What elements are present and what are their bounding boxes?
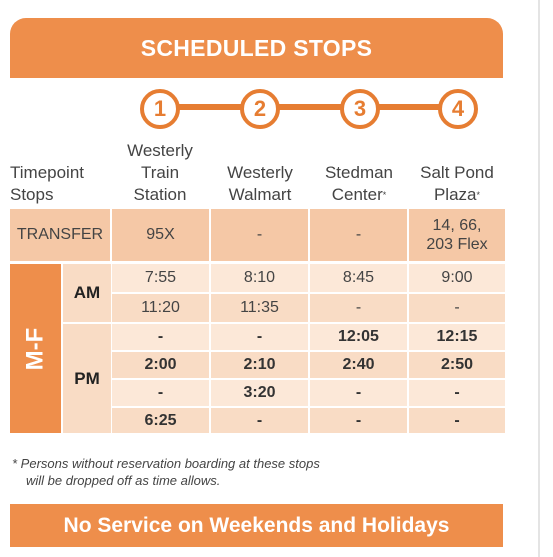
schedule-cell: -	[409, 408, 505, 433]
schedule-cell: 9:00	[409, 264, 505, 292]
schedule-cell: 6:25	[112, 408, 209, 433]
footer-text: No Service on Weekends and Holidays	[63, 513, 450, 537]
schedule-cell: 3:20	[211, 380, 308, 406]
timepoint-header-line: Timepoint	[10, 163, 85, 182]
schedule-cell: -	[310, 380, 407, 406]
schedule-cell: 8:10	[211, 264, 308, 292]
page-edge-divider	[538, 0, 540, 557]
schedule-cell: 12:15	[409, 324, 505, 350]
transfer-cell: 14, 66, 203 Flex	[409, 209, 505, 261]
period-pm: PM	[63, 324, 111, 433]
stop-number-4: 4	[438, 89, 478, 129]
schedule-cell: -	[211, 408, 308, 433]
stop-header-line: Plaza*	[409, 184, 505, 206]
schedule-cell: 7:55	[112, 264, 209, 292]
schedule-cell: -	[112, 324, 209, 350]
transfer-cell: 95X	[112, 209, 209, 261]
schedule-cell: 11:35	[211, 294, 308, 322]
stop-header-line: Westerly	[227, 163, 293, 182]
stop-header-line: Walmart	[228, 185, 292, 204]
stop-number-3: 3	[340, 89, 380, 129]
transfer-cell: -	[310, 209, 407, 261]
schedule-cell: 8:45	[310, 264, 407, 292]
schedule-cell: 2:40	[310, 352, 407, 378]
stop-number-1: 1	[140, 89, 180, 129]
title-banner: SCHEDULED STOPS	[10, 18, 503, 78]
stop-header-line: Salt Pond	[420, 163, 494, 182]
footnote: * Persons without reservation boarding a…	[12, 455, 320, 489]
schedule-cell: -	[211, 324, 308, 350]
schedule-cell: -	[310, 408, 407, 433]
schedule-cell: -	[409, 380, 505, 406]
stop-header-line: Center*	[311, 184, 407, 206]
schedule-cell: 2:50	[409, 352, 505, 378]
schedule-cell: -	[310, 294, 407, 322]
timepoint-header: Timepoint Stops	[10, 162, 110, 206]
asterisk-marker: *	[382, 190, 387, 200]
route-line	[158, 104, 458, 110]
schedule-cell: 2:10	[211, 352, 308, 378]
stop-header-salt-pond: Salt Pond Plaza*	[409, 162, 505, 206]
stop-number-2: 2	[240, 89, 280, 129]
stop-header-stedman: Stedman Center*	[311, 162, 407, 206]
schedule-cell: -	[409, 294, 505, 322]
weekday-label-block: M-F	[10, 264, 61, 433]
page-title: SCHEDULED STOPS	[140, 34, 373, 61]
footer-banner: No Service on Weekends and Holidays	[10, 504, 503, 547]
schedule-cell: 12:05	[310, 324, 407, 350]
stop-header-line: Station	[133, 185, 187, 204]
transfer-label: TRANSFER	[10, 209, 110, 261]
asterisk-marker: *	[476, 190, 481, 200]
stop-header-line: Westerly	[127, 141, 193, 160]
schedule-cell: -	[112, 380, 209, 406]
stop-header-westerly-train: Westerly Train Station	[111, 140, 209, 206]
weekday-label: M-F	[21, 327, 49, 370]
footnote-line: will be dropped off as time allows.	[26, 473, 221, 488]
schedule-cell: 2:00	[112, 352, 209, 378]
stop-header-line: Stedman	[324, 163, 394, 182]
stop-header-westerly-walmart: Westerly Walmart	[211, 162, 309, 206]
stop-header-text: Center	[331, 185, 383, 204]
stop-header-line: Train	[140, 163, 180, 182]
schedule-cell: 11:20	[112, 294, 209, 322]
timepoint-header-line: Stops	[10, 185, 54, 204]
stop-header-text: Plaza	[433, 185, 477, 204]
period-am: AM	[63, 264, 111, 322]
transfer-cell: -	[211, 209, 308, 261]
footnote-line: * Persons without reservation boarding a…	[12, 456, 320, 471]
